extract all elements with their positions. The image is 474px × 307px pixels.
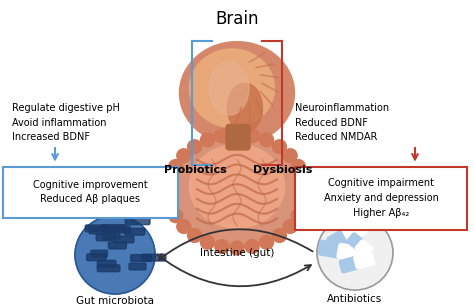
Circle shape: [273, 229, 286, 243]
Ellipse shape: [190, 145, 284, 228]
FancyBboxPatch shape: [114, 236, 134, 243]
FancyBboxPatch shape: [342, 220, 367, 242]
FancyBboxPatch shape: [129, 263, 146, 270]
FancyBboxPatch shape: [295, 167, 467, 230]
FancyBboxPatch shape: [354, 253, 374, 269]
Ellipse shape: [170, 135, 304, 247]
FancyBboxPatch shape: [97, 265, 120, 272]
FancyBboxPatch shape: [142, 254, 166, 261]
Circle shape: [291, 160, 305, 173]
Circle shape: [215, 129, 229, 142]
FancyBboxPatch shape: [319, 240, 343, 258]
FancyBboxPatch shape: [96, 234, 115, 241]
FancyBboxPatch shape: [125, 228, 145, 235]
Circle shape: [245, 129, 259, 142]
Text: Cognitive impairment
Anxiety and depression
Higher Aβ₄₂: Cognitive impairment Anxiety and depress…: [324, 178, 438, 218]
Circle shape: [317, 216, 393, 290]
Text: Regulate digestive pH
Avoid inflammation
Increased BDNF: Regulate digestive pH Avoid inflammation…: [12, 103, 120, 142]
Ellipse shape: [180, 42, 294, 145]
Circle shape: [177, 149, 191, 162]
Ellipse shape: [228, 83, 263, 132]
FancyBboxPatch shape: [130, 255, 152, 262]
Circle shape: [201, 235, 215, 249]
Text: Intestine (gut): Intestine (gut): [200, 248, 274, 258]
FancyBboxPatch shape: [356, 240, 373, 257]
Circle shape: [162, 184, 176, 198]
Circle shape: [296, 172, 310, 185]
Circle shape: [164, 172, 178, 185]
Circle shape: [296, 197, 310, 211]
Ellipse shape: [209, 61, 249, 115]
FancyBboxPatch shape: [89, 227, 107, 234]
Circle shape: [215, 240, 229, 253]
FancyBboxPatch shape: [125, 218, 150, 225]
FancyBboxPatch shape: [107, 226, 130, 233]
Text: Antibiotics: Antibiotics: [328, 294, 383, 304]
FancyBboxPatch shape: [109, 242, 127, 249]
Circle shape: [164, 197, 178, 211]
Text: Cognitive improvement
Reduced Aβ plaques: Cognitive improvement Reduced Aβ plaques: [33, 180, 147, 204]
Circle shape: [245, 240, 259, 253]
Ellipse shape: [190, 49, 274, 127]
FancyBboxPatch shape: [87, 254, 106, 261]
FancyBboxPatch shape: [3, 167, 178, 218]
FancyBboxPatch shape: [101, 225, 126, 231]
FancyBboxPatch shape: [97, 260, 116, 267]
Text: Dysbiosis: Dysbiosis: [253, 165, 313, 175]
Circle shape: [201, 133, 215, 147]
Circle shape: [273, 140, 286, 154]
FancyBboxPatch shape: [339, 256, 360, 273]
Circle shape: [291, 209, 305, 223]
Text: Gut microbiota: Gut microbiota: [76, 296, 154, 306]
Circle shape: [230, 241, 244, 255]
FancyBboxPatch shape: [103, 232, 120, 239]
FancyBboxPatch shape: [85, 225, 109, 232]
Circle shape: [298, 184, 312, 198]
FancyBboxPatch shape: [347, 233, 365, 250]
Circle shape: [259, 235, 273, 249]
FancyBboxPatch shape: [337, 243, 362, 261]
Text: Neuroinflammation
Reduced BDNF
Reduced NMDAR: Neuroinflammation Reduced BDNF Reduced N…: [295, 103, 389, 142]
Circle shape: [283, 149, 297, 162]
Circle shape: [283, 220, 297, 233]
Text: Probiotics: Probiotics: [164, 165, 227, 175]
Circle shape: [188, 140, 201, 154]
Text: Brain: Brain: [215, 10, 259, 28]
Circle shape: [169, 160, 183, 173]
Circle shape: [169, 209, 183, 223]
FancyBboxPatch shape: [226, 124, 250, 150]
Circle shape: [259, 133, 273, 147]
FancyBboxPatch shape: [327, 228, 352, 251]
Circle shape: [230, 127, 244, 141]
Circle shape: [75, 216, 155, 294]
FancyBboxPatch shape: [91, 250, 108, 257]
Circle shape: [177, 220, 191, 233]
Circle shape: [188, 229, 201, 243]
